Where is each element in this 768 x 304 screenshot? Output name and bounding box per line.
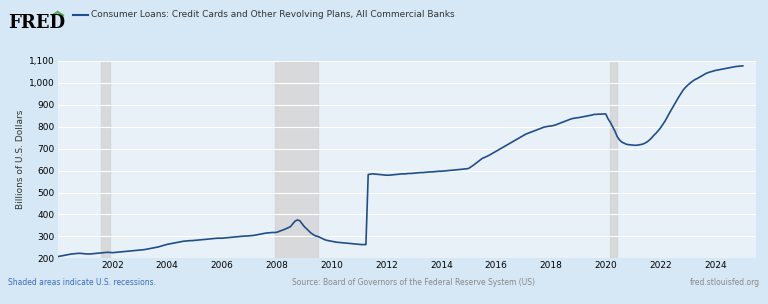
Text: Source: Board of Governors of the Federal Reserve System (US): Source: Board of Governors of the Federa… [292, 278, 535, 287]
Text: Consumer Loans: Credit Cards and Other Revolving Plans, All Commercial Banks: Consumer Loans: Credit Cards and Other R… [91, 10, 454, 19]
Bar [275, 61, 318, 258]
Y-axis label: Billions of U.S. Dollars: Billions of U.S. Dollars [16, 110, 25, 209]
Text: Shaded areas indicate U.S. recessions.: Shaded areas indicate U.S. recessions. [8, 278, 156, 287]
Bar [611, 61, 617, 258]
Text: FRED: FRED [8, 14, 65, 32]
Text: fred.stlouisfed.org: fred.stlouisfed.org [690, 278, 760, 287]
Bar [101, 61, 110, 258]
